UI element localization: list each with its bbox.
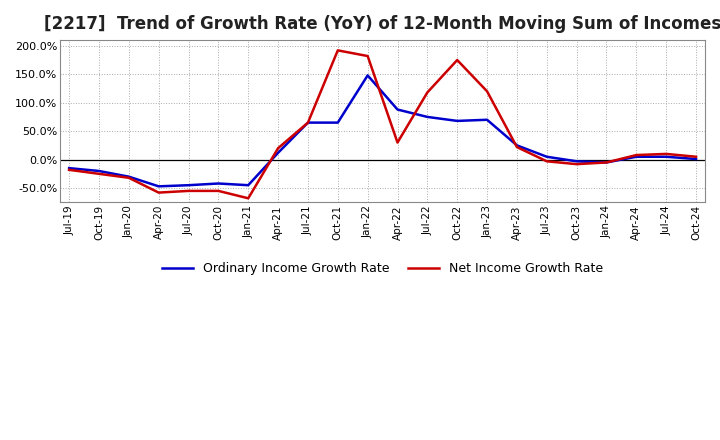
Net Income Growth Rate xyxy=(542,159,551,164)
Ordinary Income Growth Rate xyxy=(364,73,372,78)
Ordinary Income Growth Rate xyxy=(692,156,701,161)
Ordinary Income Growth Rate xyxy=(274,150,282,155)
Ordinary Income Growth Rate xyxy=(304,120,312,125)
Net Income Growth Rate xyxy=(65,167,73,172)
Legend: Ordinary Income Growth Rate, Net Income Growth Rate: Ordinary Income Growth Rate, Net Income … xyxy=(157,257,608,280)
Line: Ordinary Income Growth Rate: Ordinary Income Growth Rate xyxy=(69,75,696,187)
Title: [2217]  Trend of Growth Rate (YoY) of 12-Month Moving Sum of Incomes: [2217] Trend of Growth Rate (YoY) of 12-… xyxy=(44,15,720,33)
Ordinary Income Growth Rate xyxy=(602,160,611,165)
Net Income Growth Rate xyxy=(364,53,372,59)
Net Income Growth Rate xyxy=(453,57,462,62)
Ordinary Income Growth Rate xyxy=(125,174,133,180)
Ordinary Income Growth Rate xyxy=(572,159,581,164)
Ordinary Income Growth Rate xyxy=(423,114,432,120)
Ordinary Income Growth Rate xyxy=(453,118,462,124)
Net Income Growth Rate xyxy=(274,146,282,151)
Net Income Growth Rate xyxy=(125,175,133,180)
Ordinary Income Growth Rate xyxy=(333,120,342,125)
Net Income Growth Rate xyxy=(333,48,342,53)
Ordinary Income Growth Rate xyxy=(662,154,670,159)
Ordinary Income Growth Rate xyxy=(542,154,551,159)
Ordinary Income Growth Rate xyxy=(393,107,402,112)
Net Income Growth Rate xyxy=(632,152,641,158)
Ordinary Income Growth Rate xyxy=(482,117,491,122)
Net Income Growth Rate xyxy=(184,188,193,194)
Net Income Growth Rate xyxy=(662,151,670,157)
Net Income Growth Rate xyxy=(214,188,222,194)
Net Income Growth Rate xyxy=(154,190,163,195)
Net Income Growth Rate xyxy=(692,154,701,159)
Ordinary Income Growth Rate xyxy=(632,154,641,159)
Net Income Growth Rate xyxy=(304,120,312,125)
Ordinary Income Growth Rate xyxy=(513,143,521,148)
Ordinary Income Growth Rate xyxy=(94,169,103,174)
Net Income Growth Rate xyxy=(572,161,581,167)
Net Income Growth Rate xyxy=(94,171,103,176)
Net Income Growth Rate xyxy=(393,140,402,145)
Ordinary Income Growth Rate xyxy=(65,165,73,171)
Net Income Growth Rate xyxy=(244,196,253,201)
Net Income Growth Rate xyxy=(602,160,611,165)
Ordinary Income Growth Rate xyxy=(244,183,253,188)
Net Income Growth Rate xyxy=(423,90,432,95)
Ordinary Income Growth Rate xyxy=(184,183,193,188)
Net Income Growth Rate xyxy=(482,89,491,94)
Line: Net Income Growth Rate: Net Income Growth Rate xyxy=(69,50,696,198)
Ordinary Income Growth Rate xyxy=(214,181,222,186)
Ordinary Income Growth Rate xyxy=(154,184,163,189)
Net Income Growth Rate xyxy=(513,144,521,150)
